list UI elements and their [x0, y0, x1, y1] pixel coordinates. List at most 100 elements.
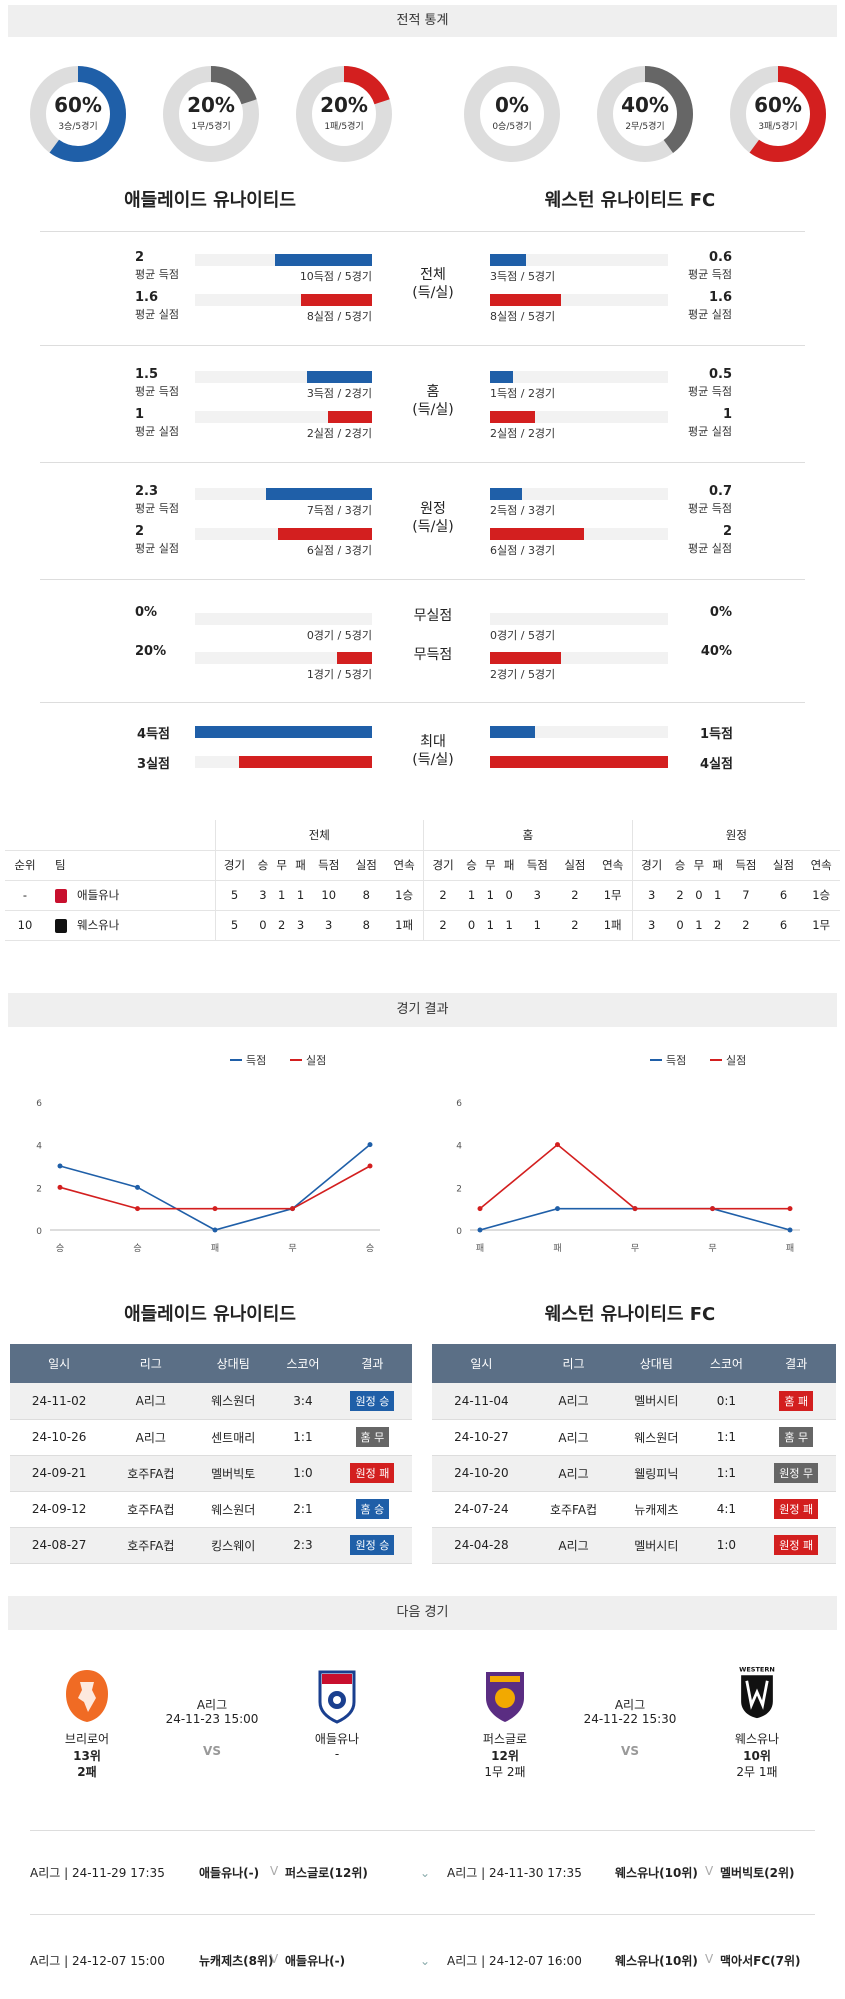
next-right-home-record: 1무 2패: [484, 1765, 526, 1779]
standings-cell: 8: [347, 910, 386, 941]
x-tick-label: 승: [56, 1243, 64, 1254]
results-score: 0:1: [696, 1383, 757, 1420]
data-point: [710, 1206, 715, 1212]
result-badge: 원정 패: [774, 1499, 819, 1519]
results-row[interactable]: 24-10-27 A리그 웨스원더 1:1 홈 무: [432, 1419, 836, 1456]
data-point: [555, 1142, 560, 1148]
donut-percent: 60%: [754, 93, 802, 117]
standings-cell: 5: [214, 910, 254, 941]
results-opp: 웰링피닉: [616, 1455, 697, 1492]
results-opp: 멜버시티: [616, 1383, 697, 1420]
results-row[interactable]: 24-07-24 호주FA컵 뉴캐제츠 4:1 원정 패: [432, 1491, 836, 1528]
left-label: 평균 득점: [135, 268, 179, 281]
results-score: 1:0: [273, 1455, 333, 1492]
results-section-title: 경기 결과: [8, 993, 837, 1027]
results-row[interactable]: 24-11-02 A리그 웨스원더 3:4 원정 승: [10, 1383, 412, 1420]
results-date: 24-10-27: [432, 1419, 531, 1456]
results-header-row: 일시 리그 상대팀 스코어 결과: [10, 1344, 412, 1383]
left-label: 평균 득점: [135, 385, 179, 398]
group-label: 최대 (득/실): [412, 734, 454, 768]
results-date: 24-09-12: [10, 1491, 109, 1528]
standings-header: 순위: [5, 850, 45, 881]
schedule-right-info: A리그 | 24-12-07 16:00: [447, 1954, 582, 1968]
right-value: 1득점: [700, 727, 733, 742]
standings-cell: 2: [423, 910, 463, 941]
standings-cell: 1: [518, 910, 557, 941]
donut-fill: [597, 66, 693, 162]
right-caption: 2경기 / 5경기: [490, 668, 556, 681]
results-date: 24-08-27: [10, 1527, 109, 1564]
western-mini-logo: [55, 918, 67, 933]
legend-label-conceded: 실점: [726, 1054, 746, 1067]
standings-cell: -: [5, 880, 45, 911]
next-left-vs: VS: [203, 1744, 221, 1758]
away-results-table: 일시 리그 상대팀 스코어 결과 24-11-04 A리그 멜버시티 0:1 홈 패 24-10-2…: [432, 1344, 836, 1564]
standings-header: 승: [462, 850, 481, 881]
results-opp: 웨스원더: [193, 1383, 274, 1420]
standings-header: 패: [708, 850, 728, 881]
left-label: 평균 득점: [135, 502, 179, 515]
results-row[interactable]: 24-04-28 A리그 멜버시티 1:0 원정 패: [432, 1527, 836, 1564]
results-row[interactable]: 24-09-12 호주FA컵 웨스원더 2:1 홈 승: [10, 1491, 412, 1528]
next-left-home-rank: 13위: [73, 1749, 101, 1763]
right-caption: 3득점 / 5경기: [490, 270, 556, 283]
results-score: 2:3: [273, 1527, 333, 1564]
right-caption: 1득점 / 2경기: [490, 387, 556, 400]
standings-cell: 1패: [593, 910, 633, 941]
donut-subtext: 3승/5경기: [58, 122, 98, 132]
standings-cell: 5: [214, 880, 254, 911]
schedule-left-info: A리그 | 24-11-29 17:35: [30, 1866, 165, 1880]
perth-glory-logo: [486, 1672, 524, 1722]
series-line-score: [59, 1144, 371, 1231]
right-bar: [490, 756, 668, 768]
results-row[interactable]: 24-08-27 호주FA컵 킹스웨이 2:3 원정 승: [10, 1527, 412, 1564]
data-point: [787, 1206, 793, 1212]
standings-header: 패: [291, 850, 310, 881]
results-header: 스코어: [273, 1344, 333, 1383]
standings-header: 경기: [423, 850, 463, 881]
x-tick-label: 무: [631, 1243, 639, 1254]
left-value: 3실점: [137, 757, 170, 772]
results-row[interactable]: 24-10-26 A리그 센트매리 1:1 홈 무: [10, 1419, 412, 1456]
left-track: [195, 613, 372, 625]
standings-row[interactable]: 10 웨스유나 5 0 2 3 3 8 1패 2 0 1 1 1 2 1패 3 0 1 2 2 6 1무: [5, 910, 840, 941]
left-caption: 6실점 / 3경기: [306, 544, 372, 557]
donut-ring: [296, 66, 392, 162]
series-line-conceded: [479, 1143, 790, 1210]
data-point: [555, 1206, 560, 1212]
legend-label-conceded: 실점: [306, 1054, 326, 1067]
standings-cell: 3: [253, 880, 273, 911]
results-opp: 웨스원더: [193, 1491, 274, 1528]
right-bar: [490, 726, 535, 738]
standings-cell: 2: [670, 880, 690, 911]
next-right-away-rank: 10위: [743, 1749, 771, 1763]
donut-subtext: 1패/5경기: [324, 122, 364, 132]
y-tick-label: 4: [36, 1142, 42, 1152]
right-label: 평균 득점: [688, 502, 732, 515]
standings-cell: 1: [480, 910, 500, 941]
results-date: 24-10-20: [432, 1455, 531, 1492]
standings-cell: 2: [708, 910, 728, 941]
standings-header: 무: [480, 850, 500, 881]
results-row[interactable]: 24-09-21 호주FA컵 멜버빅토 1:0 원정 패: [10, 1455, 412, 1492]
standings-cell: 7: [727, 880, 765, 911]
home-results-chart: 득점 실점 0 2 4 6 승 승 패 무 승: [36, 1054, 380, 1254]
results-header: 리그: [108, 1344, 194, 1383]
standings-cell: 0: [670, 910, 690, 941]
donut-subtext: 1무/5경기: [191, 122, 231, 132]
results-date: 24-09-21: [10, 1455, 109, 1492]
left-value: 1.6: [135, 290, 159, 305]
results-row[interactable]: 24-10-20 A리그 웰링피닉 1:1 원정 무: [432, 1455, 836, 1492]
results-league: 호주FA컵: [530, 1491, 617, 1528]
left-bar: [278, 528, 372, 540]
results-league: A리그: [530, 1419, 617, 1456]
standings-cell: 1: [462, 880, 481, 911]
results-row[interactable]: 24-11-04 A리그 멜버시티 0:1 홈 패: [432, 1383, 836, 1420]
standings-cell: 1: [291, 880, 310, 911]
results-badge-cell: 홈 패: [756, 1383, 836, 1420]
standings-cell: 2: [556, 910, 594, 941]
schedule-left-vs: V: [270, 1864, 279, 1878]
standings-row[interactable]: - 애들유나 5 3 1 1 10 8 1승 2 1 1 0 3 2 1무 3 2 0 1 7 6 1승: [5, 880, 840, 911]
x-tick-label: 승: [133, 1243, 141, 1254]
results-opp: 웨스원더: [616, 1419, 697, 1456]
